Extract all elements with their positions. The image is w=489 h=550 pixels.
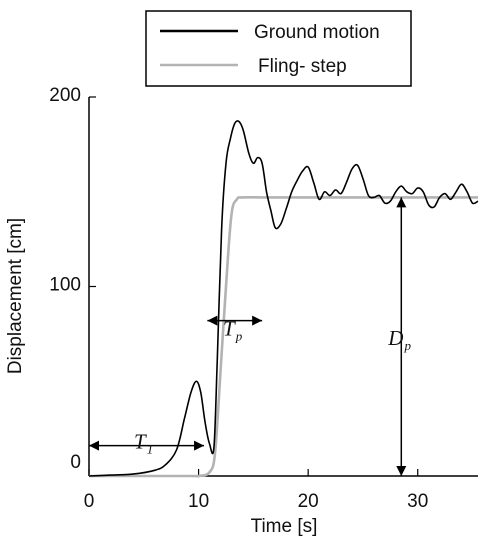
T1-label: T1 <box>134 430 153 457</box>
Dp-label-subscript: p <box>403 338 411 353</box>
T1-label-subscript: 1 <box>147 442 154 457</box>
x-tick-label: 30 <box>407 491 428 512</box>
series-line-fling-step <box>88 195 478 478</box>
y-tick-label: 200 <box>49 85 81 106</box>
Tp-arrow-head-left <box>207 315 218 326</box>
x-tick-label: 10 <box>188 491 209 512</box>
Dp-label: Dp <box>387 326 411 353</box>
Dp-arrow-head-bottom <box>396 466 407 476</box>
Tp-label-subscript: p <box>235 329 243 344</box>
axis-ticks: 0 10 20 30 0 100 200 <box>49 85 428 512</box>
Dp-arrow-head-top <box>396 197 407 208</box>
Tp-arrow-head-right <box>252 315 263 326</box>
y-axis-title: Displacement [cm] <box>5 218 26 374</box>
legend-box <box>145 10 412 87</box>
x-tick-label: 20 <box>298 491 319 512</box>
T1-arrow-head-right <box>194 440 205 451</box>
x-axis-title: Time [s] <box>251 516 318 537</box>
y-tick-label: 0 <box>70 452 81 473</box>
legend: Ground motion Fling- step <box>145 10 412 87</box>
legend-label-ground-motion: Ground motion <box>254 22 380 43</box>
x-tick-label: 0 <box>84 491 95 512</box>
T1-arrow-head-left <box>89 440 99 451</box>
legend-label-fling-step: Fling- step <box>258 56 347 77</box>
plot-frame <box>88 97 478 477</box>
series-line-ground-motion <box>88 120 479 477</box>
series-layer <box>88 120 479 478</box>
y-tick-label: 100 <box>49 275 81 296</box>
